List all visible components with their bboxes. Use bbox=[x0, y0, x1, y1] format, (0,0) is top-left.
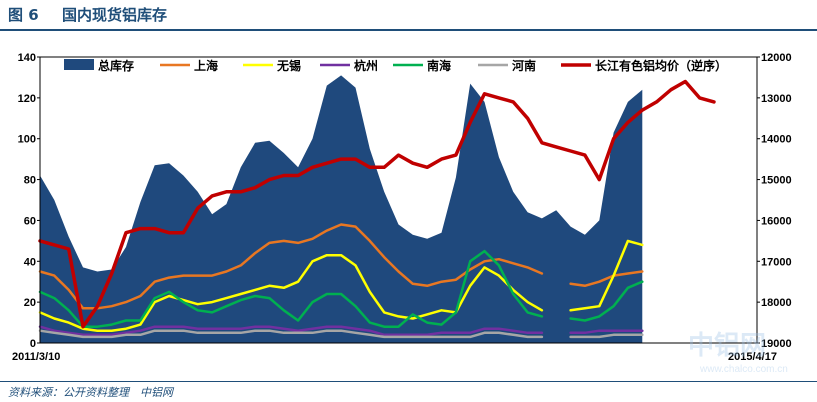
series-6-line bbox=[38, 79, 716, 329]
legend-label: 无锡 bbox=[276, 58, 301, 73]
left-axis-tick-label: 40 bbox=[24, 256, 36, 268]
legend: 总库存 上海 无锡 杭州 南海 河南 长江有色铝均价（逆序） bbox=[64, 58, 727, 73]
right-axis-tick-label: 18000 bbox=[761, 297, 792, 309]
series-1-line bbox=[569, 270, 644, 288]
left-axis-tick-label: 80 bbox=[24, 175, 36, 187]
series-5-line bbox=[38, 329, 544, 339]
left-axis-tick-label: 140 bbox=[18, 52, 36, 64]
figure-number: 图 6 bbox=[8, 6, 39, 24]
right-axis-tick-label: 14000 bbox=[761, 134, 792, 146]
right-axis-tick-label: 15000 bbox=[761, 175, 792, 187]
left-axis-tick-label: 100 bbox=[18, 134, 36, 146]
legend-label: 河南 bbox=[511, 58, 536, 73]
line-layer bbox=[38, 79, 716, 339]
x-end-date-label: 2015/4/17 bbox=[728, 351, 777, 363]
plot-frame bbox=[39, 56, 758, 344]
series-4-line bbox=[38, 249, 544, 328]
series-1-line bbox=[38, 223, 544, 310]
footer-rule bbox=[0, 381, 817, 382]
header-rule bbox=[0, 29, 817, 31]
watermark-url: www.chalco.com.cn bbox=[699, 364, 788, 375]
left-axis-tick-label: 120 bbox=[18, 93, 36, 105]
watermark-logo: 中铝网 www.chalco.com.cn bbox=[688, 331, 788, 375]
legend-swatch-area bbox=[64, 59, 94, 70]
left-axis-tick-label: 0 bbox=[30, 338, 36, 350]
series-4-line bbox=[569, 280, 644, 322]
legend-label: 南海 bbox=[427, 58, 451, 73]
x-start-date-label: 2011/3/10 bbox=[12, 351, 60, 363]
right-axis-tick-label: 17000 bbox=[761, 256, 792, 268]
left-axis-tick-label: 20 bbox=[24, 297, 36, 309]
axis-layer: 0 20 40 60 80 100 120 140 12000 13000 14000 15000 16… bbox=[12, 52, 792, 363]
series-5-line bbox=[569, 333, 644, 339]
series-3-line bbox=[38, 325, 544, 337]
series-2-line bbox=[569, 239, 644, 312]
right-axis-tick-label: 13000 bbox=[761, 93, 792, 105]
right-axis-tick-label: 16000 bbox=[761, 215, 792, 227]
source-note: 资料来源：公开资料整理 中铝网 bbox=[8, 386, 173, 399]
figure-header: 图 6 国内现货铝库存 bbox=[0, 0, 817, 31]
right-axis-tick-label: 12000 bbox=[761, 52, 792, 64]
left-axis-tick-label: 60 bbox=[24, 215, 36, 227]
legend-label: 长江有色铝均价（逆序） bbox=[595, 58, 727, 73]
legend-label: 上海 bbox=[194, 58, 218, 73]
right-axis-tick-label: 19000 bbox=[761, 338, 792, 350]
watermark-logo-text: 中铝网 bbox=[688, 331, 766, 361]
figure-title: 国内现货铝库存 bbox=[62, 6, 168, 24]
legend-label: 总库存 bbox=[98, 58, 134, 73]
legend-label: 杭州 bbox=[354, 58, 378, 73]
series-3-line bbox=[569, 329, 644, 335]
